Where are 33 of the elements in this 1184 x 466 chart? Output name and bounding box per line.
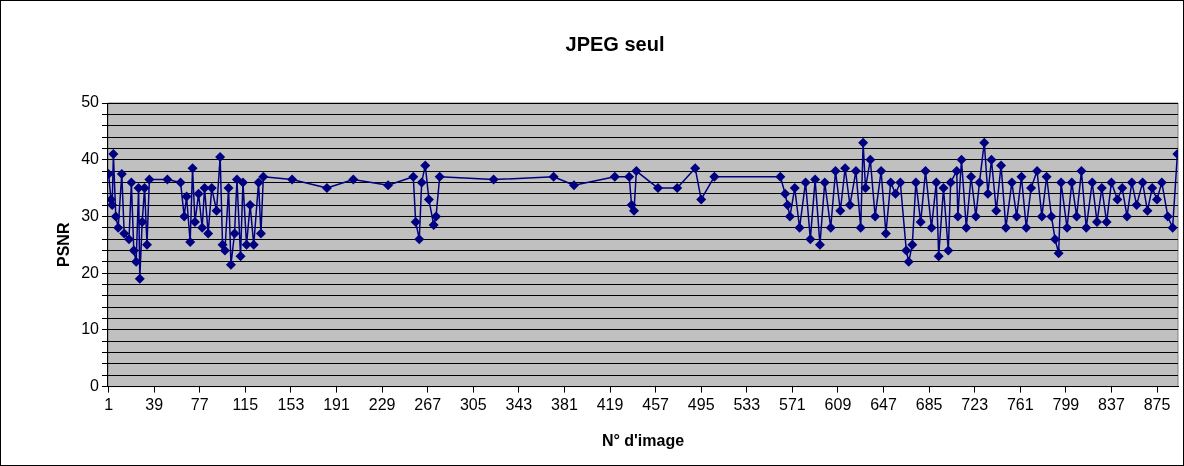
y-tick-label: 10 — [81, 320, 100, 338]
x-tick-label: 381 — [551, 395, 578, 413]
x-tick-label: 799 — [1052, 395, 1080, 413]
x-tick-label: 191 — [323, 395, 350, 413]
y-tick-label: 20 — [81, 263, 100, 281]
chart-title: JPEG seul — [565, 32, 665, 55]
x-tick-label: 609 — [824, 395, 852, 413]
x-tick-label: 267 — [414, 395, 442, 413]
x-tick-label: 723 — [961, 395, 989, 413]
x-tick-label: 419 — [596, 395, 624, 413]
x-tick-label: 305 — [459, 395, 487, 413]
x-tick-label: 229 — [368, 395, 396, 413]
x-tick-label: 495 — [687, 395, 715, 413]
x-tick-label: 875 — [1143, 395, 1171, 413]
x-tick-label: 837 — [1098, 395, 1125, 413]
x-tick-label: 1 — [104, 395, 114, 413]
x-tick-label: 685 — [915, 395, 943, 413]
x-tick-label: 153 — [277, 395, 305, 413]
x-tick-label: 343 — [505, 395, 533, 413]
x-tick-label: 647 — [870, 395, 897, 413]
x-tick-label: 571 — [778, 395, 806, 413]
x-tick-label: 457 — [642, 395, 670, 413]
x-tick-label: 39 — [145, 395, 164, 413]
x-tick-label: 77 — [190, 395, 209, 413]
y-axis-title: PSNR — [55, 222, 73, 268]
y-tick-label: 0 — [90, 377, 100, 395]
y-tick-label: 50 — [81, 93, 100, 111]
y-tick-label: 40 — [81, 150, 100, 168]
x-tick-label: 533 — [733, 395, 761, 413]
x-tick-label: 761 — [1006, 395, 1034, 413]
x-axis-title: N° d'image — [601, 431, 685, 449]
x-tick-label: 115 — [232, 395, 259, 413]
y-tick-label: 30 — [81, 206, 100, 224]
